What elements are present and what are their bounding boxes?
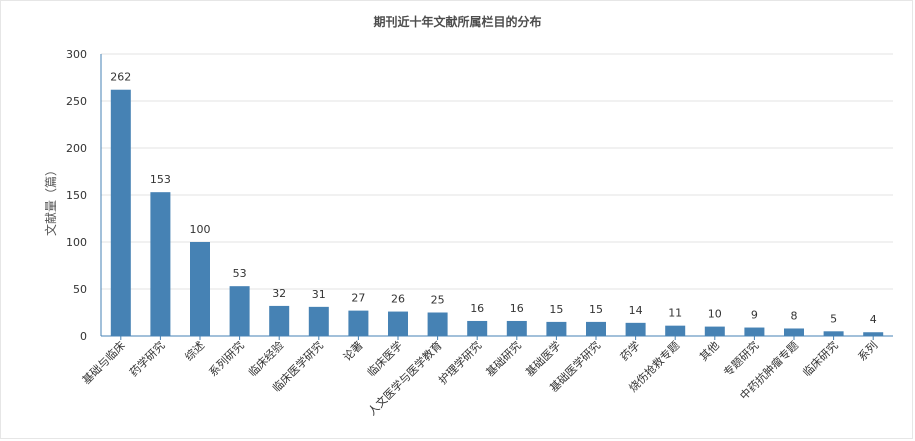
- bar: [586, 321, 606, 336]
- x-tick-label: 护理学研究: [436, 338, 485, 387]
- data-label: 32: [272, 287, 286, 300]
- y-tick-label: 150: [66, 189, 87, 202]
- x-tick-label: 系列: [855, 338, 880, 363]
- x-tick-label: 综述: [182, 338, 207, 363]
- data-label: 16: [510, 302, 524, 315]
- y-tick-labels: 0 50 100 150 200 250 300: [66, 48, 87, 343]
- bar: [625, 322, 646, 336]
- bar: [863, 332, 884, 336]
- data-label: 31: [312, 288, 326, 301]
- x-tick-label: 基础研究: [483, 338, 524, 379]
- x-tick-label: 基础与临床: [79, 338, 128, 387]
- bars: [110, 89, 884, 336]
- x-tick-label: 论著: [340, 338, 365, 363]
- bar: [467, 320, 488, 336]
- data-label: 100: [190, 223, 211, 236]
- y-tick-label: 250: [66, 95, 87, 108]
- x-tick-label: 临床研究: [800, 338, 841, 379]
- y-tick-label: 0: [80, 330, 87, 343]
- bar: [269, 305, 290, 336]
- bar: [704, 326, 725, 336]
- x-tick-label: 专题研究: [721, 338, 762, 379]
- bar: [546, 321, 567, 336]
- data-label: 262: [110, 71, 131, 84]
- y-tick-label: 50: [73, 283, 87, 296]
- data-labels: 262 153 100 53 32 31 27 26 25 16 16 15 15 14 11 10 9 8 5 4: [110, 71, 876, 327]
- gridlines: [101, 53, 893, 290]
- bar: [190, 242, 210, 336]
- data-label: 5: [830, 312, 837, 325]
- data-label: 4: [870, 313, 877, 326]
- chart-title: 期刊近十年文献所属栏目的分布: [373, 15, 542, 29]
- bar: [308, 306, 329, 336]
- bar: [506, 320, 527, 336]
- x-tick-label: 药学研究: [127, 338, 168, 379]
- data-label: 9: [751, 309, 758, 322]
- y-axis-label: 文献量（篇）: [43, 164, 58, 236]
- bar: [665, 325, 686, 336]
- bar: [784, 328, 804, 336]
- x-tick-label: 临床医学: [364, 338, 405, 379]
- bar: [823, 331, 844, 336]
- data-label: 16: [470, 302, 484, 315]
- x-tick-label: 其他: [697, 339, 722, 364]
- bar: [229, 286, 250, 336]
- data-label: 53: [233, 267, 247, 280]
- data-label: 14: [629, 304, 643, 317]
- x-tick-label: 临床经验: [245, 338, 286, 379]
- bar: [744, 327, 765, 336]
- bar: [348, 310, 369, 336]
- bar: [110, 89, 131, 336]
- y-tick-label: 200: [66, 142, 87, 155]
- bar: [427, 312, 448, 336]
- x-tick-label: 药学: [617, 338, 642, 363]
- data-label: 27: [351, 292, 365, 305]
- data-label: 153: [150, 173, 171, 186]
- data-label: 8: [791, 309, 798, 322]
- data-label: 25: [431, 294, 445, 307]
- bar: [150, 192, 171, 336]
- data-label: 11: [668, 307, 682, 320]
- x-tick-label: 系列研究: [206, 338, 247, 379]
- axes: [100, 54, 893, 340]
- data-label: 15: [549, 303, 563, 316]
- bar: [388, 311, 408, 336]
- y-tick-label: 100: [66, 236, 87, 249]
- x-tick-label: 基础医学: [523, 338, 564, 379]
- data-label: 26: [391, 293, 405, 306]
- data-label: 10: [708, 308, 722, 321]
- data-label: 15: [589, 303, 603, 316]
- y-tick-label: 300: [66, 48, 87, 61]
- x-tick-label: 人文医学与医学教育: [365, 338, 445, 418]
